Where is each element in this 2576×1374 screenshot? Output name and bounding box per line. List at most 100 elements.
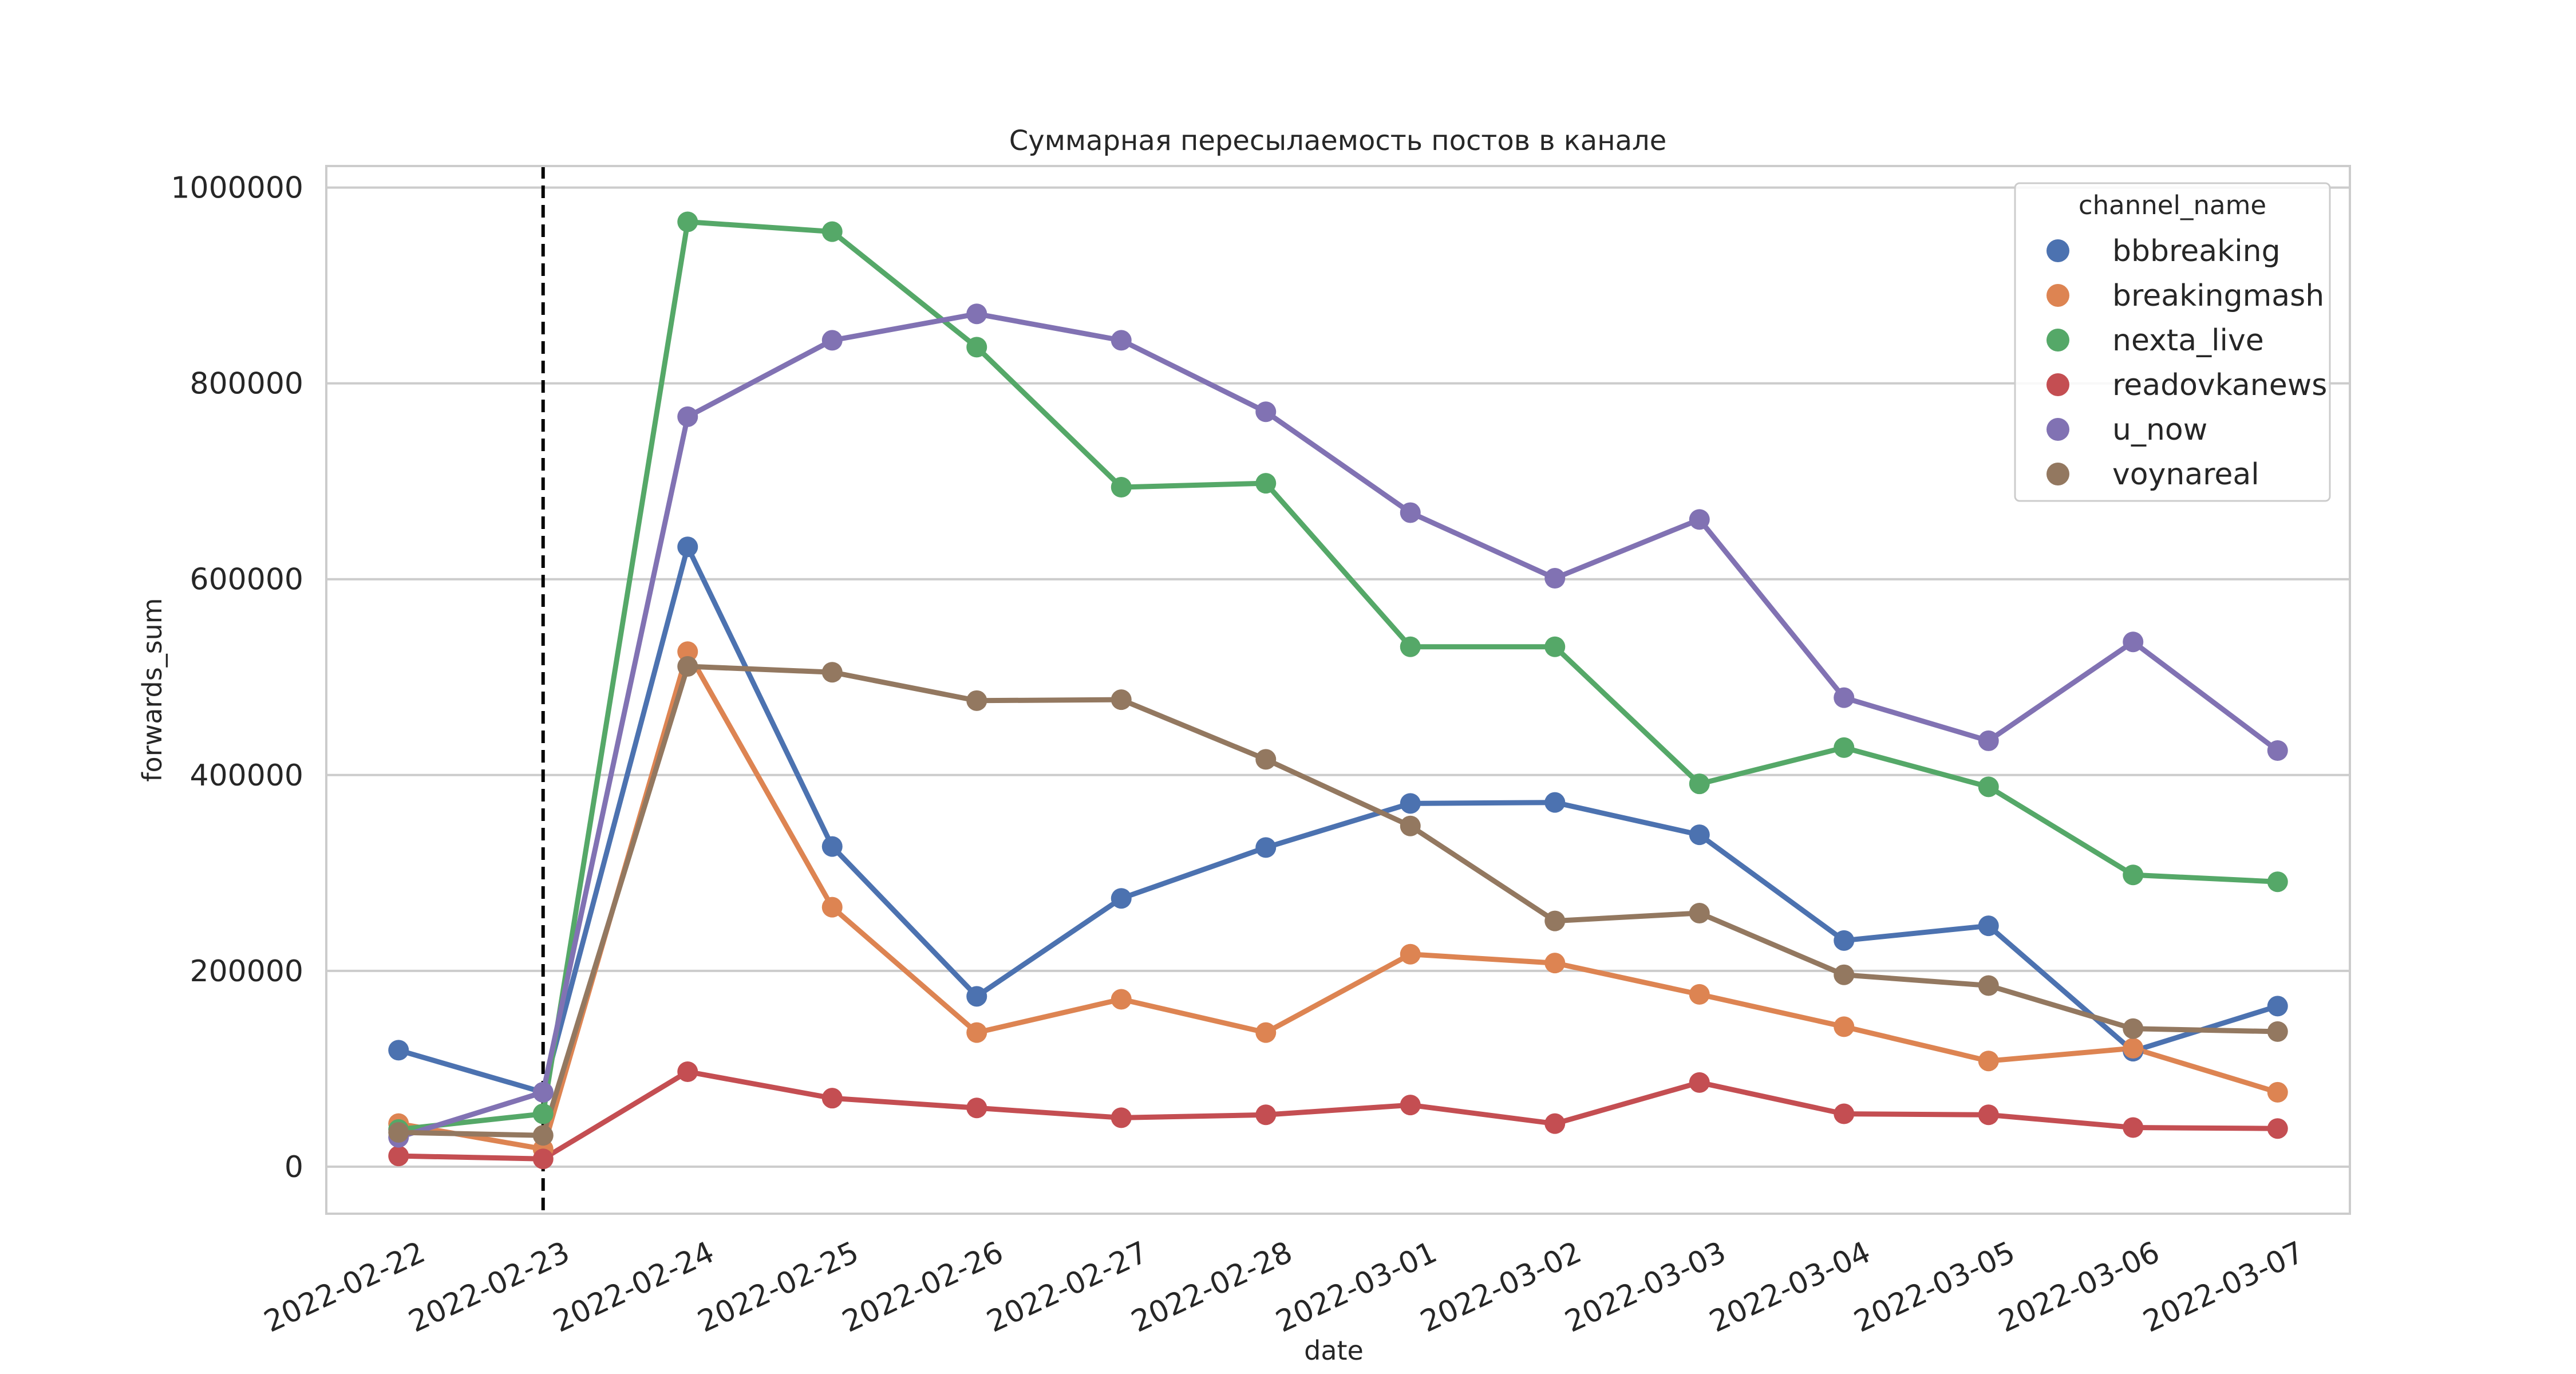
legend-items: bbbreaking breakingmash nexta_live readovka… [2046,234,2327,492]
data-point-u_now [1255,401,1277,423]
legend-marker-voynareal [2046,463,2069,485]
data-point-nexta_live [966,337,987,358]
data-point-u_now [677,406,698,427]
data-point-u_now [821,330,843,351]
data-point-bbbreaking [1255,837,1277,858]
data-point-readovkanews [821,1088,843,1109]
data-point-readovkanews [388,1146,409,1167]
data-point-voynareal [1978,975,1999,996]
y-tick-label: 600000 [189,563,303,597]
data-point-breakingmash [1255,1022,1277,1043]
legend-label-voynareal: voynareal [2112,457,2259,492]
data-point-readovkanews [1834,1103,1855,1124]
y-tick-label: 400000 [189,759,303,793]
y-tick-label: 200000 [189,954,303,989]
data-point-breakingmash [1978,1051,1999,1072]
legend-marker-u_now [2046,418,2069,441]
legend-marker-nexta_live [2046,329,2069,352]
legend-frame [2014,182,2331,502]
data-point-bbbreaking [1834,930,1855,951]
data-point-nexta_live [532,1103,554,1124]
data-point-u_now [2123,631,2144,653]
data-point-voynareal [532,1125,554,1146]
data-point-u_now [1689,509,1710,530]
data-point-readovkanews [1978,1104,1999,1126]
data-point-voynareal [1544,910,1566,931]
data-point-readovkanews [2123,1117,2144,1138]
data-point-u_now [1400,502,1421,523]
data-point-bbbreaking [1689,824,1710,846]
legend-title: channel_name [2079,190,2266,220]
data-point-readovkanews [966,1097,987,1119]
legend-label-u_now: u_now [2112,413,2207,447]
data-point-u_now [1834,687,1855,708]
data-point-bbbreaking [1544,792,1566,813]
data-point-nexta_live [2123,864,2144,886]
data-point-nexta_live [677,211,698,232]
data-point-nexta_live [1834,737,1855,758]
data-point-voynareal [388,1122,409,1143]
data-point-breakingmash [1544,953,1566,974]
data-point-bbbreaking [388,1040,409,1061]
series-line-nexta_live [396,219,2281,1132]
legend-label-breakingmash: breakingmash [2112,279,2324,313]
y-axis-label: forwards_sum [137,598,168,781]
data-point-voynareal [1111,689,1132,710]
data-point-u_now [966,303,987,325]
data-point-u_now [1544,568,1566,589]
data-point-bbbreaking [1978,915,1999,937]
series-line-voynareal [396,664,2281,1138]
data-point-bbbreaking [677,536,698,558]
data-point-u_now [532,1081,554,1103]
y-tick-labels: 0 200000 400000 600000 800000 1000000 [171,171,303,1185]
data-point-nexta_live [1255,473,1277,494]
data-point-readovkanews [1544,1113,1566,1134]
series-line-u_now [396,311,2281,1140]
data-point-readovkanews [532,1148,554,1170]
y-tick-label: 0 [285,1150,303,1185]
data-point-voynareal [1834,964,1855,985]
legend-label-nexta_live: nexta_live [2112,323,2264,358]
data-point-readovkanews [1255,1104,1277,1126]
data-point-voynareal [2267,1021,2288,1042]
legend-label-bbbreaking: bbbreaking [2112,234,2281,269]
data-point-bbbreaking [966,986,987,1007]
data-point-nexta_live [1544,636,1566,657]
y-tick-label: 800000 [189,367,303,401]
series-points [388,211,2288,1170]
chart-title: Суммарная пересылаемость постов в канале [1009,125,1666,157]
y-tick-label: 1000000 [171,171,303,206]
data-point-bbbreaking [1111,888,1132,909]
data-point-bbbreaking [2267,996,2288,1017]
data-point-breakingmash [821,897,843,918]
data-point-bbbreaking [821,836,843,857]
legend-marker-breakingmash [2046,284,2069,307]
legend-marker-bbbreaking [2046,239,2069,262]
data-point-breakingmash [1111,989,1132,1010]
data-point-nexta_live [1978,776,1999,797]
data-point-breakingmash [2123,1037,2144,1059]
data-point-voynareal [1400,815,1421,836]
data-point-breakingmash [1400,943,1421,965]
data-point-voynareal [1255,749,1277,770]
data-point-nexta_live [1689,773,1710,795]
data-point-breakingmash [966,1022,987,1043]
data-point-u_now [1978,730,1999,751]
data-point-voynareal [677,656,698,677]
data-point-voynareal [966,690,987,711]
legend-marker-readovkanews [2046,373,2069,396]
data-point-breakingmash [1834,1016,1855,1037]
plot-frame [325,165,2351,1215]
data-point-u_now [1111,330,1132,351]
data-point-nexta_live [1111,476,1132,498]
data-point-readovkanews [1111,1107,1132,1128]
data-point-voynareal [821,662,843,683]
data-point-nexta_live [1400,636,1421,657]
data-point-nexta_live [821,221,843,242]
data-point-readovkanews [2267,1118,2288,1139]
legend: channel_name bbbreaking breakingmash nexta… [2014,182,2331,502]
data-point-readovkanews [677,1061,698,1083]
data-point-u_now [2267,740,2288,761]
data-point-voynareal [1689,902,1710,923]
